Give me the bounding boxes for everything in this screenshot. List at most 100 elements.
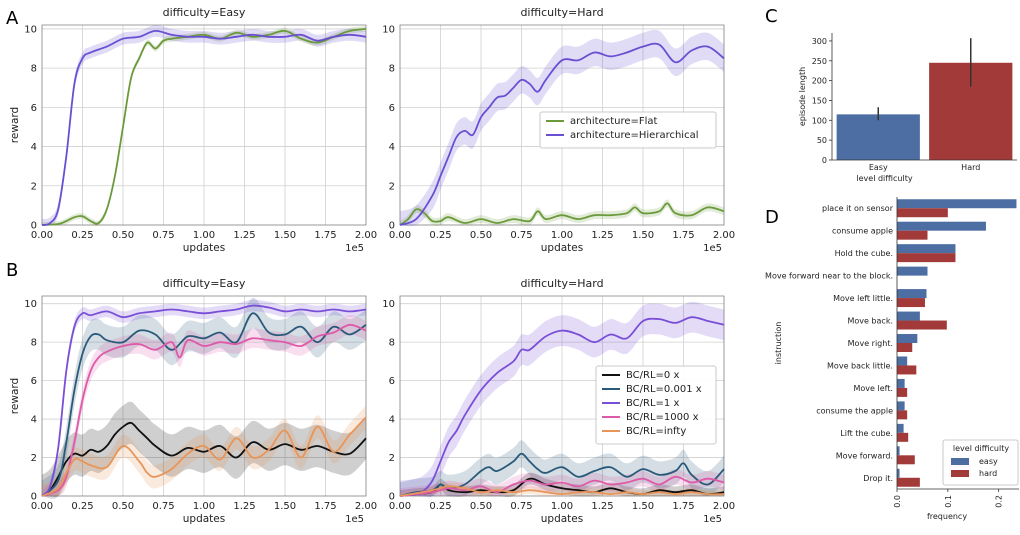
bar-easy xyxy=(897,311,920,321)
x-tick-label: 0.00 xyxy=(31,501,53,512)
x-tick-label: 0.50 xyxy=(470,230,492,241)
legend-label: BC/RL=1000 x xyxy=(626,412,699,423)
x-axis-label: updates xyxy=(183,513,225,525)
chart-title: difficulty=Easy xyxy=(163,6,246,19)
x-tick-label: 1.25 xyxy=(591,230,613,241)
bar-hard xyxy=(897,365,917,375)
x-tick-label: 0.00 xyxy=(389,501,411,512)
bar-easy xyxy=(897,446,900,456)
x-scale-note: 1e5 xyxy=(703,243,722,254)
x-tick-label: 0.50 xyxy=(112,501,134,512)
x-tick-label: 0.2 xyxy=(995,495,1004,508)
chart-title: difficulty=Hard xyxy=(520,6,603,19)
y-tick-label: 6 xyxy=(31,103,37,114)
x-tick-label: 1.00 xyxy=(193,501,215,512)
series-line xyxy=(41,28,367,226)
y-tick-label: 8 xyxy=(389,64,395,75)
series-line xyxy=(41,312,367,497)
x-tick-label: 1.25 xyxy=(591,501,613,512)
y-tick-label: 2 xyxy=(389,453,395,464)
x-tick-label: Easy xyxy=(869,163,888,172)
legend-label: architecture=Flat xyxy=(570,116,658,127)
bar-easy xyxy=(897,356,908,366)
bar-hard xyxy=(897,477,920,487)
x-tick-label: 2.00 xyxy=(713,501,735,512)
panel-letter: A xyxy=(6,8,19,29)
bar-easy xyxy=(897,401,905,411)
x-tick-label: 0.00 xyxy=(31,230,53,241)
x-axis-label: updates xyxy=(183,242,225,254)
x-tick-label: 0.25 xyxy=(71,501,93,512)
legend-label: architecture=Hierarchical xyxy=(570,130,699,141)
y-tick-label: 4 xyxy=(389,415,395,426)
confidence-band xyxy=(400,440,724,497)
y-tick-label: Drop it. xyxy=(863,474,893,483)
y-tick-label: 0 xyxy=(822,156,827,165)
bar-easy xyxy=(897,334,918,343)
bar-easy xyxy=(897,266,928,276)
y-tick-label: 2 xyxy=(389,181,395,192)
bar-easy xyxy=(897,423,904,433)
panel-letter: B xyxy=(6,260,18,281)
y-tick-label: 0 xyxy=(389,492,395,503)
y-tick-label: 4 xyxy=(389,142,395,153)
legend-label: BC/RL=1 x xyxy=(626,398,679,409)
bar-hard xyxy=(897,298,925,308)
legend-box xyxy=(539,111,717,149)
y-tick-label: 150 xyxy=(812,96,827,105)
chart-A-easy: 0.00 0.25 0.50 0.75 1.00 1.25 1.50 1.75 2.00 0 2 4 6… xyxy=(9,6,377,254)
y-tick-label: 4 xyxy=(31,142,37,153)
x-tick-label: 0.75 xyxy=(510,501,532,512)
series-line xyxy=(399,475,725,497)
y-tick-label: 10 xyxy=(24,24,37,35)
series-line xyxy=(41,416,367,497)
legend-label: hard xyxy=(979,469,997,478)
y-tick-label: 250 xyxy=(812,57,827,66)
chart-title: difficulty=Easy xyxy=(163,277,246,290)
y-tick-label: 6 xyxy=(31,376,37,387)
y-tick-label: 10 xyxy=(382,299,395,310)
bar-easy xyxy=(897,199,1017,209)
bar-hard xyxy=(897,253,956,263)
series-line xyxy=(399,485,725,497)
x-tick-label: 1.00 xyxy=(193,230,215,241)
x-tick-label: 1.50 xyxy=(274,230,296,241)
x-tick-label: 1.75 xyxy=(672,501,694,512)
y-tick-label: 2 xyxy=(31,181,37,192)
y-tick-label: place it on sensor xyxy=(822,204,894,213)
x-tick-label: 1.25 xyxy=(233,230,255,241)
y-tick-label: 0 xyxy=(389,221,395,232)
x-tick-label: 0.1 xyxy=(944,495,953,508)
y-tick-label: 0 xyxy=(31,492,37,503)
y-tick-label: 6 xyxy=(389,376,395,387)
panel-letter: C xyxy=(765,6,778,27)
x-axis-label: level difficulty xyxy=(856,174,912,183)
panel-letter: D xyxy=(765,207,779,228)
x-tick-label: 1.50 xyxy=(274,501,296,512)
x-tick-label: 0.25 xyxy=(429,230,451,241)
confidence-band xyxy=(42,297,366,499)
y-tick-label: 200 xyxy=(812,77,827,86)
x-tick-label: 1.50 xyxy=(632,230,654,241)
chart-C: 0 50 100 150 200 250 300 Easy Hard level difficul… xyxy=(798,33,1017,183)
bar-hard xyxy=(897,230,928,240)
y-tick-label: Move left little. xyxy=(833,294,893,303)
x-tick-label: 1.00 xyxy=(551,501,573,512)
x-tick-label: 1.25 xyxy=(233,501,255,512)
series-line xyxy=(41,29,367,226)
plot-frame xyxy=(399,295,725,497)
y-tick-label: consume apple xyxy=(832,227,893,236)
legend-swatch xyxy=(951,458,969,465)
y-tick-label: Lift the cube. xyxy=(840,429,893,438)
y-tick-label: 10 xyxy=(24,299,37,310)
x-tick-label: 0.00 xyxy=(389,230,411,241)
x-tick-label: 1.50 xyxy=(632,501,654,512)
y-tick-label: 6 xyxy=(389,103,395,114)
y-tick-label: Move back little. xyxy=(827,361,893,370)
y-tick-label: Move forward. xyxy=(836,451,893,460)
confidence-band xyxy=(42,401,366,497)
chart-title: difficulty=Hard xyxy=(520,277,603,290)
bar-easy xyxy=(897,244,956,254)
series-line xyxy=(399,42,725,226)
